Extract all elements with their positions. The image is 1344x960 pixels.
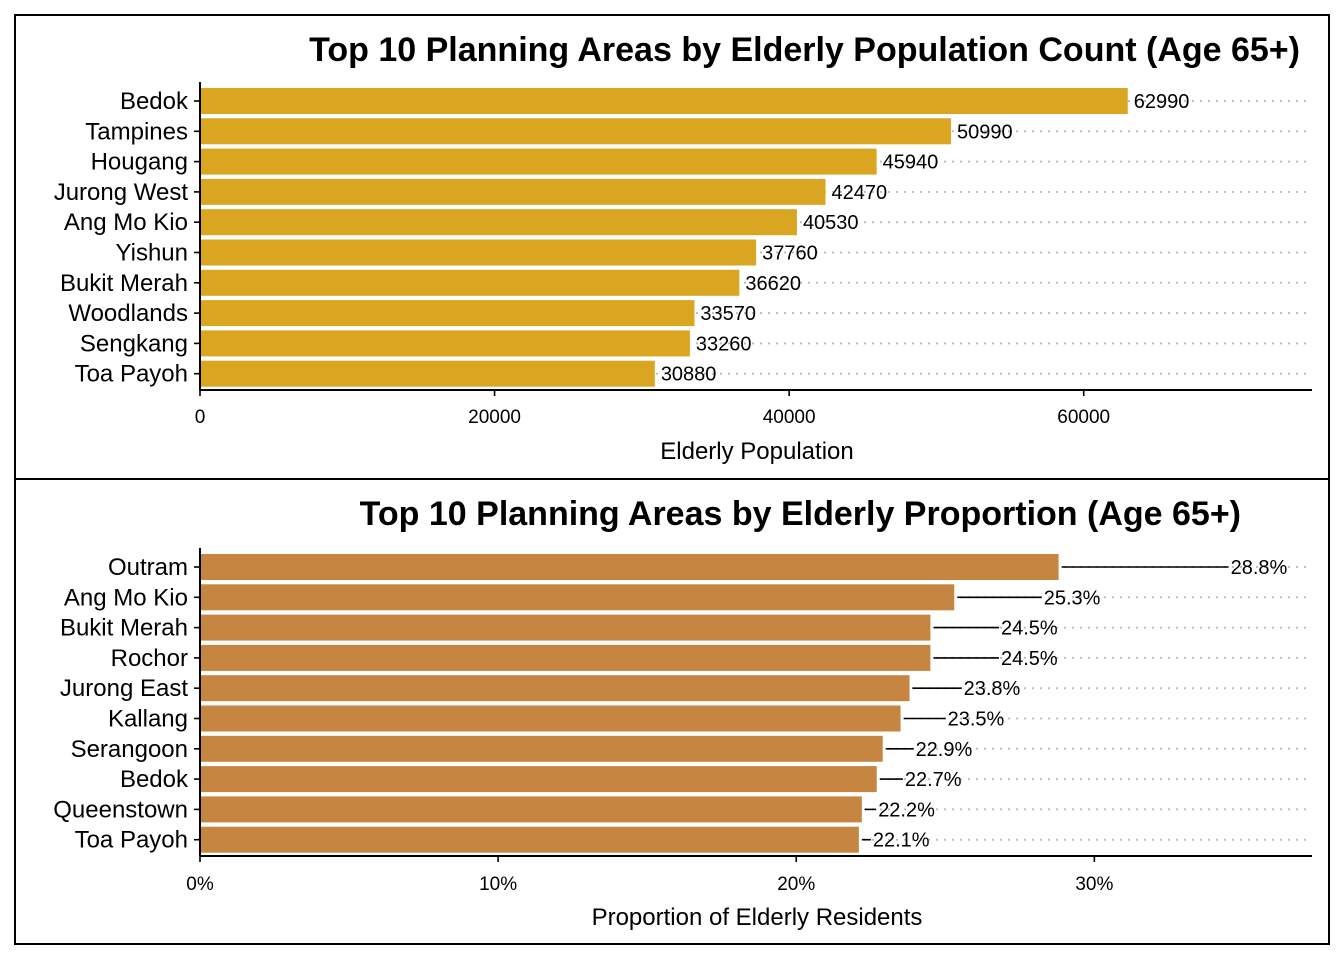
bar (200, 178, 826, 205)
value-label: 22.1% (873, 830, 930, 852)
bar (200, 300, 695, 327)
bar (200, 88, 1128, 114)
x-tick-label: 40000 (763, 407, 816, 428)
category-label: Bedok (120, 88, 189, 115)
bar (200, 330, 690, 357)
category-label: Jurong East (60, 675, 188, 702)
bar (200, 554, 1059, 580)
value-label: 23.5% (948, 709, 1005, 731)
category-label: Jurong West (54, 179, 189, 206)
category-label: Yishun (116, 240, 189, 267)
bar (200, 584, 955, 611)
bar (200, 269, 740, 296)
bar (200, 360, 655, 387)
category-label: Bukit Merah (60, 270, 188, 297)
x-tick-label: 10% (479, 874, 517, 895)
x-tick-label: 60000 (1057, 407, 1110, 428)
category-label: Bedok (120, 766, 189, 793)
value-label: 62990 (1134, 91, 1190, 113)
elderly-proportion-panel: Top 10 Planning Areas by Elderly Proport… (14, 478, 1330, 945)
category-label: Toa Payoh (75, 827, 188, 854)
x-tick-label: 30% (1075, 874, 1113, 895)
value-label: 25.3% (1044, 587, 1101, 609)
x-tick-label: 20% (777, 874, 815, 895)
value-label: 33570 (700, 303, 756, 325)
value-label: 40530 (803, 212, 859, 234)
value-label: 45940 (883, 152, 939, 174)
category-label: Bukit Merah (60, 615, 188, 642)
category-label: Outram (108, 554, 188, 581)
value-label: 22.9% (916, 739, 973, 761)
bar (200, 644, 931, 671)
category-label: Serangoon (71, 736, 188, 763)
value-label: 50990 (957, 121, 1013, 143)
bar (200, 675, 910, 702)
value-label: 22.7% (905, 769, 962, 791)
x-axis-label: Proportion of Elderly Residents (592, 904, 923, 931)
bar (200, 766, 877, 793)
population-count-panel: Top 10 Planning Areas by Elderly Populat… (14, 14, 1330, 480)
population-count-chart: Top 10 Planning Areas by Elderly Populat… (54, 31, 1312, 465)
bar (200, 614, 931, 641)
bar (200, 826, 859, 853)
value-label: 24.5% (1001, 618, 1058, 640)
category-label: Queenstown (53, 796, 188, 823)
x-axis-label: Elderly Population (660, 438, 853, 465)
bar (200, 118, 952, 145)
value-label: 30880 (661, 364, 717, 386)
category-label: Ang Mo Kio (64, 584, 188, 611)
value-label: 28.8% (1231, 557, 1288, 579)
bar (200, 148, 877, 175)
value-label: 42470 (832, 182, 888, 204)
value-label: 33260 (696, 333, 752, 355)
value-label: 24.5% (1001, 648, 1058, 670)
category-label: Kallang (108, 706, 188, 733)
bar (200, 735, 883, 762)
chart-title: Top 10 Planning Areas by Elderly Populat… (309, 31, 1300, 69)
bar (200, 209, 797, 236)
plot-area: 62990 50990 45940 42470 40530 37760 36620 33570… (54, 82, 1312, 428)
value-label: 23.8% (964, 678, 1021, 700)
bar (200, 239, 757, 266)
x-tick-label: 20000 (468, 407, 521, 428)
value-label: 22.2% (878, 799, 935, 821)
category-label: Woodlands (68, 300, 188, 327)
chart-title: Top 10 Planning Areas by Elderly Proport… (360, 495, 1241, 533)
x-tick-label: 0% (186, 874, 214, 895)
category-label: Hougang (91, 149, 188, 176)
plot-area: 28.8% 25.3% 24.5% 24.5% 23.8% 23.5% 22.9% 22.7%… (53, 548, 1312, 895)
category-label: Toa Payoh (75, 361, 188, 388)
x-tick-label: 0 (195, 407, 206, 428)
category-label: Rochor (111, 645, 188, 672)
category-label: Sengkang (80, 330, 188, 357)
bar (200, 796, 862, 823)
value-label: 37760 (762, 243, 818, 265)
bar (200, 705, 901, 732)
category-label: Ang Mo Kio (64, 209, 188, 236)
value-label: 36620 (745, 273, 801, 295)
elderly-proportion-chart: Top 10 Planning Areas by Elderly Proport… (53, 495, 1312, 931)
category-label: Tampines (85, 118, 188, 145)
